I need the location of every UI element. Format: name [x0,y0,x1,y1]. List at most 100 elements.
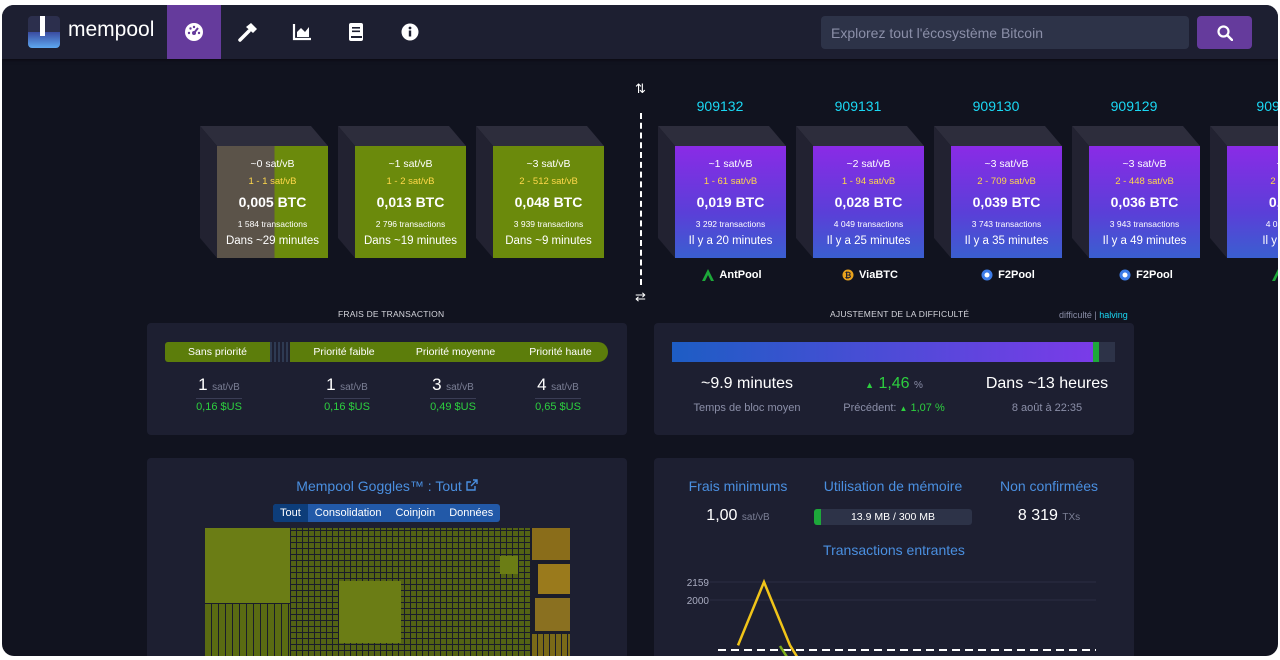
block-height-link[interactable]: 909130 [972,98,1020,114]
about-nav-button[interactable] [383,5,437,59]
mined-block[interactable]: ~1 sat/vB 1 - 61 sat/vB 0,019 BTC 3 292 … [658,126,786,258]
pool-link[interactable]: A [1220,269,1278,281]
block-tx-count: 4 030 tra [1265,219,1278,229]
mined-block[interactable]: ~3 2 - 15 0,05 4 030 tra Il y a 65 [1210,126,1278,258]
fee-unit: sat/vB [551,382,579,393]
tx-square [538,564,570,594]
difficulty-progress-current [1092,342,1099,362]
mempool-goggles-panel: Mempool Goggles™ : Tout Tout Consolidati… [147,458,627,656]
fee-usd: 0,65 $US [535,398,581,413]
mined-block[interactable]: ~3 sat/vB 2 - 709 sat/vB 0,039 BTC 3 743… [934,126,1062,258]
mempool-block-visualization[interactable] [205,528,570,656]
min-fee-unit: sat/vB [741,512,770,523]
block-time-label: Temps de bloc moyen [693,402,801,414]
difficulty-section-title: AJUSTEMENT DE LA DIFFICULTÉ [830,309,970,319]
fee-rate: 1 [198,375,208,394]
tx-square [535,598,570,631]
memory-usage-bar: 13.9 MB / 300 MB [814,509,972,525]
block-eta: Dans ~29 minutes [225,235,319,247]
swap-horizontal-icon[interactable]: ⇄ [635,289,646,304]
high-priority-label: Priorité haute [513,342,608,362]
fee-usd: 0,49 $US [430,398,476,413]
memory-usage-fill [814,509,821,525]
tx-square [339,581,401,643]
tab-coinjoin[interactable]: Coinjoin [395,507,436,519]
difficulty-adjustment-panel: ~9.9 minutes Temps de bloc moyen ▲ 1,46 … [654,323,1134,435]
low-priority-fee: 1 sat/vB 0,16 $US [292,375,402,413]
tab-data[interactable]: Données [449,507,494,519]
block-fee-range: 2 - 448 sat/vB [1115,176,1174,187]
medium-priority-label: Priorité moyenne [398,342,513,362]
block-fee-range: 1 - 2 sat/vB [386,176,435,187]
block-fee-range: 1 - 1 sat/vB [248,176,297,187]
block-tx-count: 3 943 transactions [1109,219,1180,229]
block-fee-range: 2 - 709 sat/vB [977,176,1036,187]
mining-nav-button[interactable] [221,5,275,59]
block-height-link[interactable]: 909131 [834,98,882,114]
fee-unit: sat/vB [340,382,368,393]
mined-block[interactable]: ~3 sat/vB 2 - 448 sat/vB 0,036 BTC 3 943… [1072,126,1200,258]
tab-all[interactable]: Tout [273,504,308,522]
block-time-ago: Il y a 20 minutes [688,235,773,247]
pool-name: F2Pool [1136,269,1173,281]
mempool-block[interactable]: ~1 sat/vB 1 - 2 sat/vB 0,013 BTC 2 796 t… [338,126,466,258]
block-eta: Dans ~9 minutes [505,235,592,247]
no-priority-label: Sans priorité [165,342,270,362]
pool-link[interactable]: F2Pool [1082,269,1210,281]
svg-text:₿: ₿ [845,271,852,280]
block-height-link[interactable]: 909132 [696,98,744,114]
top-navbar: mempool [2,5,1278,59]
block-median-fee: ~0 sat/vB [250,158,295,170]
app-name[interactable]: mempool [68,18,155,41]
block-median-fee: ~3 sat/vB [984,158,1029,170]
fee-rate: 4 [537,375,547,394]
halving-link[interactable]: halving [1099,310,1128,320]
block-median-fee: ~1 sat/vB [388,158,433,170]
min-fee-title: Frais minimums [688,478,788,494]
pool-link[interactable]: AntPool [668,269,796,281]
swap-vertical-icon[interactable]: ⇅ [635,81,646,96]
block-tx-count: 4 049 transactions [833,219,904,229]
previous-change-value: 1,07 [910,402,932,414]
dashboard-nav-button[interactable] [167,5,221,59]
percent-unit: % [934,402,945,414]
viabtc-icon: ₿ [842,269,854,281]
incoming-tx-title: Transactions entrantes [823,542,965,558]
pool-name: ViaBTC [859,269,898,281]
tx-square [205,528,290,603]
transaction-fees-panel: Sans priorité Priorité faible Priorité m… [147,323,627,435]
tx-grid-overlay [291,528,531,656]
mempool-block[interactable]: ~3 sat/vB 2 - 512 sat/vB 0,048 BTC 3 939… [476,126,604,258]
graphs-nav-button[interactable] [275,5,329,59]
block-time-ago: Il y a 25 minutes [826,235,911,247]
search-button[interactable] [1197,16,1252,49]
docs-nav-button[interactable] [329,5,383,59]
goggles-title[interactable]: Mempool Goggles™ : Tout [147,478,627,494]
fees-section-title: FRAIS DE TRANSACTION [338,309,445,319]
incoming-tx-series [736,578,799,656]
memory-usage-text: 13.9 MB / 300 MB [850,511,936,523]
tab-consolidation[interactable]: Consolidation [314,507,382,519]
mined-block[interactable]: ~2 sat/vB 1 - 94 sat/vB 0,028 BTC 4 049 … [796,126,924,258]
external-link-icon [465,479,478,491]
y-tick-label: 2000 [687,596,710,607]
difficulty-progress-fill [672,342,1093,362]
block-total-fees: 0,028 BTC [834,194,903,210]
incoming-transactions-chart[interactable]: 2159 2000 [654,570,1134,656]
info-icon [401,23,419,41]
block-height-link[interactable]: 9091 [1256,98,1278,114]
search-input[interactable] [821,16,1189,49]
pool-link[interactable]: ₿ ViaBTC [806,269,934,281]
block-height-link[interactable]: 909129 [1110,98,1158,114]
difficulty-link[interactable]: difficulté [1059,310,1092,320]
mempool-block[interactable]: ~0 sat/vB 1 - 1 sat/vB 0,005 BTC 1 584 t… [200,126,328,258]
difficulty-halving-toggle: difficulté | halving [1059,310,1128,320]
mempool-logo[interactable] [28,16,60,48]
fee-rate: 1 [326,375,336,394]
tx-square [500,556,518,574]
block-time-ago: Il y a 65 [1262,235,1278,247]
block-median-fee: ~3 sat/vB [526,158,571,170]
block-fee-range: 2 - 512 sat/vB [519,176,578,187]
pool-link[interactable]: F2Pool [944,269,1072,281]
low-priority-label: Priorité faible [290,342,398,362]
